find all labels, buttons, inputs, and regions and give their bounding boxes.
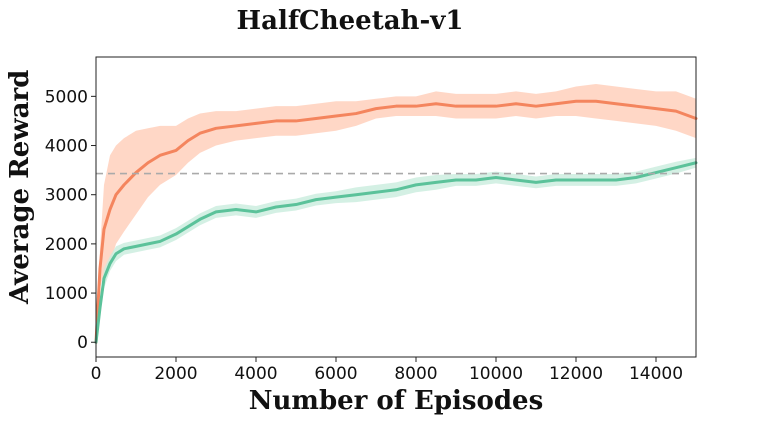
- x-tick-label: 12000: [549, 364, 603, 384]
- x-axis-label: Number of Episodes: [248, 386, 544, 416]
- x-tick-label: 4000: [234, 364, 277, 384]
- y-tick-label: 0: [77, 333, 88, 353]
- x-tick-label: 8000: [394, 364, 437, 384]
- series-1-line: [94, 99, 698, 344]
- y-tick-label: 1000: [45, 284, 88, 304]
- x-tick-label: 6000: [314, 364, 357, 384]
- x-tick-label: 0: [91, 364, 102, 384]
- y-tick-label: 2000: [45, 235, 88, 255]
- series-bands: [96, 84, 696, 343]
- x-tick-label: 2000: [154, 364, 197, 384]
- plot-frame: [95, 56, 697, 358]
- series-lines: [94, 99, 698, 344]
- series-2-band: [96, 157, 696, 343]
- x-tick-label: 14000: [629, 364, 683, 384]
- series-2-line: [94, 161, 698, 344]
- series-1-band: [96, 84, 696, 343]
- y-tick-label: 4000: [45, 137, 88, 157]
- chart-title: HalfCheetah-v1: [236, 6, 464, 36]
- y-tick-label: 3000: [45, 186, 88, 206]
- y-tick-label: 5000: [45, 87, 88, 107]
- axes: 0 2000 4000 6000 8000 10000 12000 14000 0 1000 200…: [45, 56, 697, 384]
- x-tick-label: 10000: [469, 364, 523, 384]
